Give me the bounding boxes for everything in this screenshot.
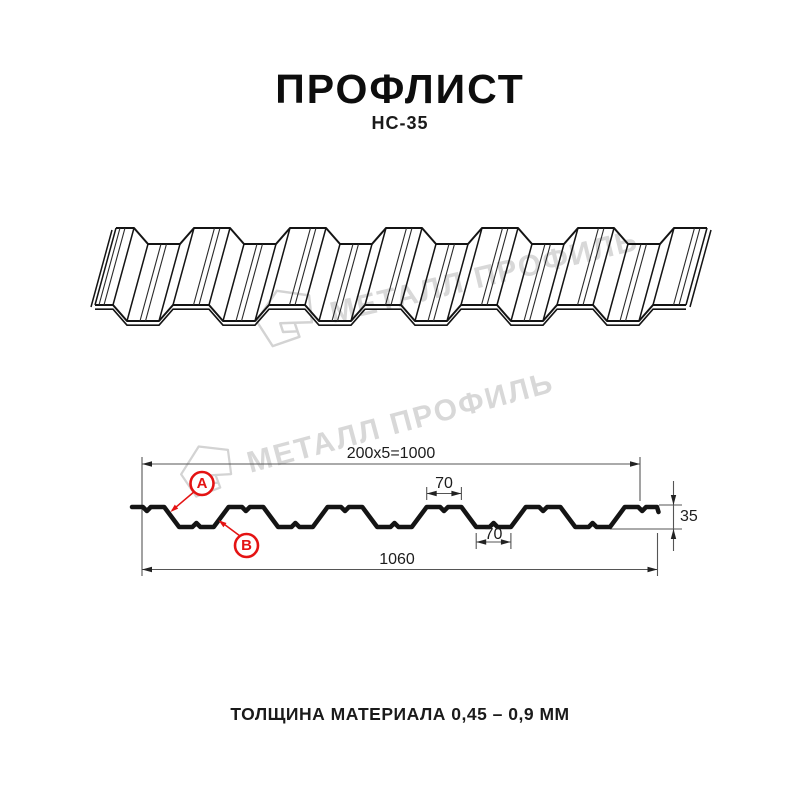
marker-a-label: A	[196, 475, 208, 492]
marker-b-label: B	[241, 537, 252, 554]
dimension-valley-width-label: 70	[484, 526, 503, 543]
dimension-top-label: 200x5=1000	[346, 445, 436, 462]
profile-3d-drawing	[90, 227, 712, 326]
section-profile-outline	[129, 504, 661, 530]
marker-a-circle	[189, 470, 215, 497]
dimension-crest-width-label: 70	[435, 475, 453, 492]
profile-model-label: НС-35	[371, 113, 429, 133]
dimension-height-label: 35	[680, 508, 698, 525]
marker-b-circle	[233, 532, 260, 559]
section-markers	[170, 470, 260, 559]
material-thickness-note: ТОЛЩИНА МАТЕРИАЛА 0,45 – 0,9 ММ	[230, 704, 570, 724]
page-title: ПРОФЛИСТ	[275, 66, 525, 112]
dimension-total-width-label: 1060	[379, 551, 415, 568]
section-dimension-lines	[141, 457, 682, 576]
